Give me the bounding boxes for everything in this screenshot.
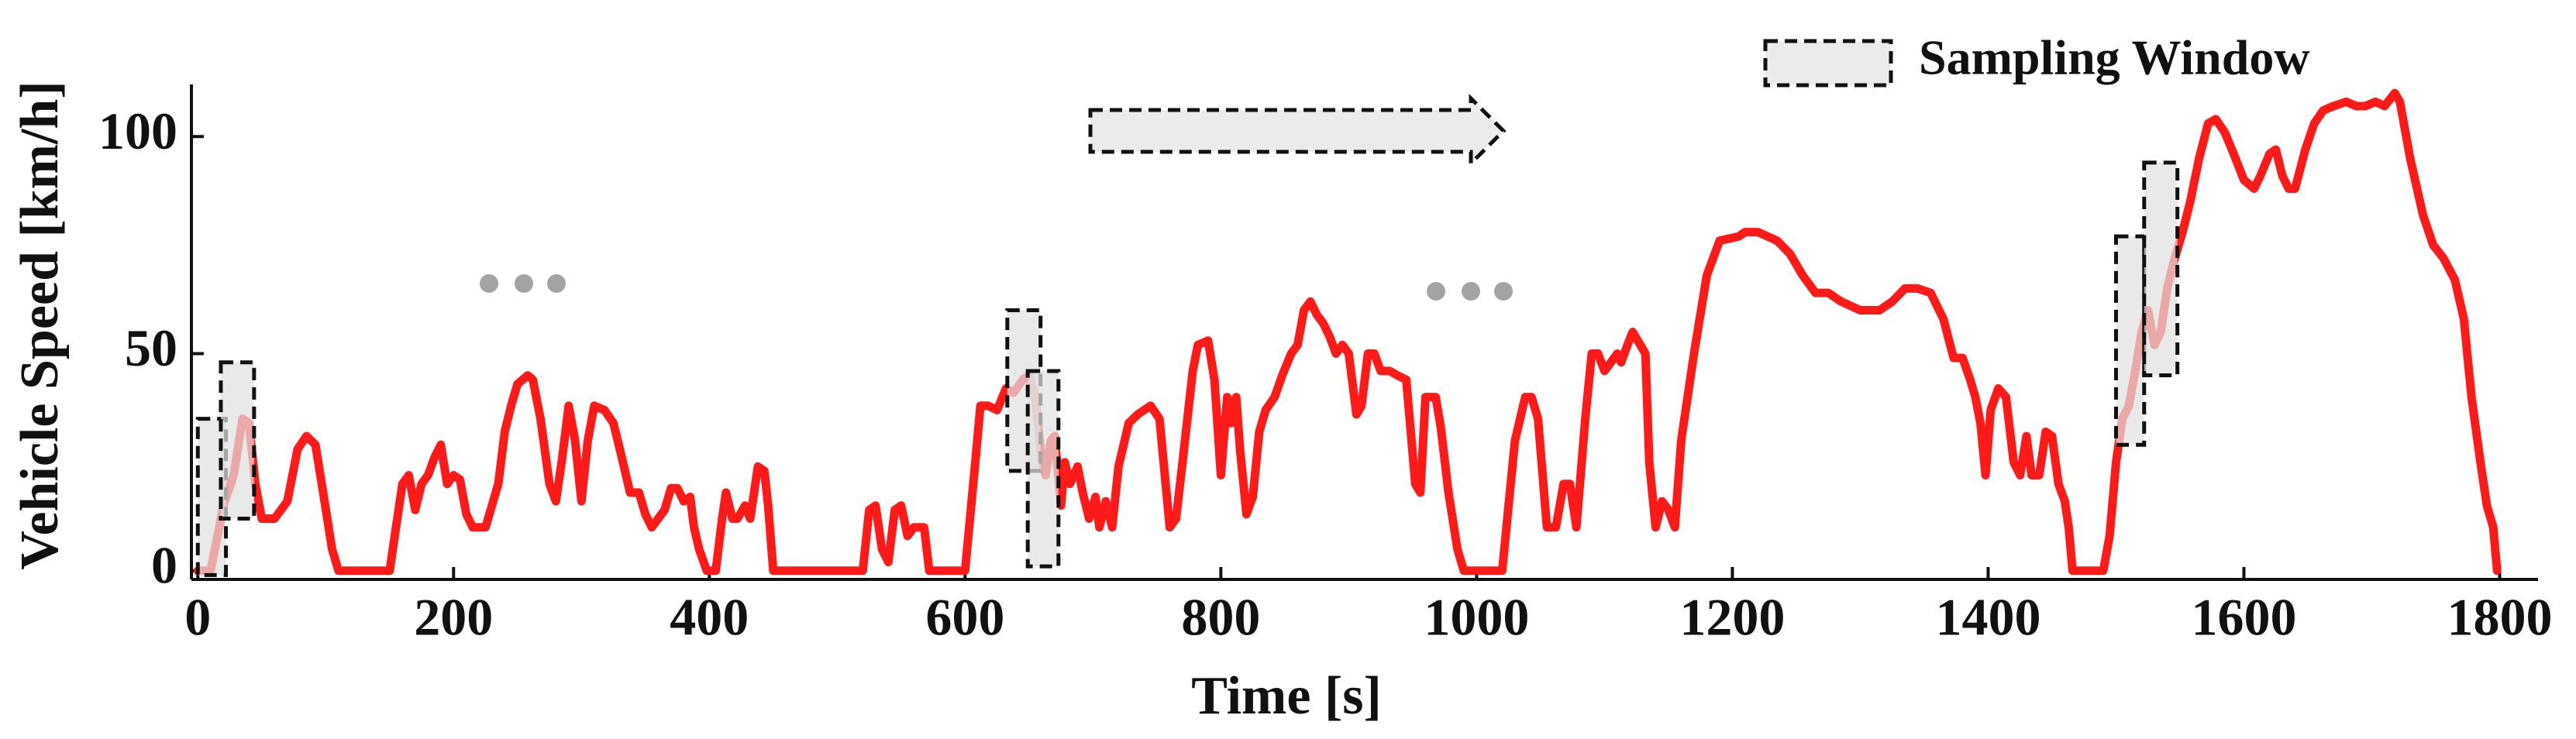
- sampling-window: [1025, 369, 1061, 569]
- dot: [547, 274, 566, 293]
- x-tick-label: 1600: [2191, 588, 2296, 647]
- x-tick-label: 800: [1181, 588, 1260, 647]
- x-tick-label: 1000: [1424, 588, 1529, 647]
- x-tick-label: 600: [925, 588, 1004, 647]
- dot: [480, 274, 498, 293]
- y-tick-label: 100: [98, 101, 177, 160]
- x-axis-label: Time [s]: [1191, 666, 1382, 726]
- dot: [1494, 282, 1513, 301]
- decorations: [480, 39, 1893, 301]
- sampling-window: [2142, 160, 2180, 378]
- x-tick-label: 0: [184, 588, 211, 647]
- dot: [515, 274, 533, 293]
- y-axis-label: Vehicle Speed [km/h]: [10, 81, 70, 569]
- sampling-window: [219, 360, 257, 521]
- dot: [1427, 282, 1445, 301]
- legend-swatch: [1763, 39, 1893, 88]
- y-tick-label: 50: [125, 318, 177, 377]
- sampling-window: [2113, 234, 2147, 447]
- x-tick-label: 400: [670, 588, 749, 647]
- dot: [1462, 282, 1480, 301]
- x-tick-label: 1400: [1935, 588, 2040, 647]
- direction-arrow: [1088, 93, 1507, 169]
- ellipsis-dots: [480, 274, 1513, 301]
- legend-label: Sampling Window: [1919, 30, 2310, 85]
- x-tick-label: 1200: [1679, 588, 1785, 647]
- x-tick-label: 200: [414, 588, 493, 647]
- x-tick-label: 1800: [2447, 588, 2552, 647]
- y-tick-label: 0: [151, 535, 177, 594]
